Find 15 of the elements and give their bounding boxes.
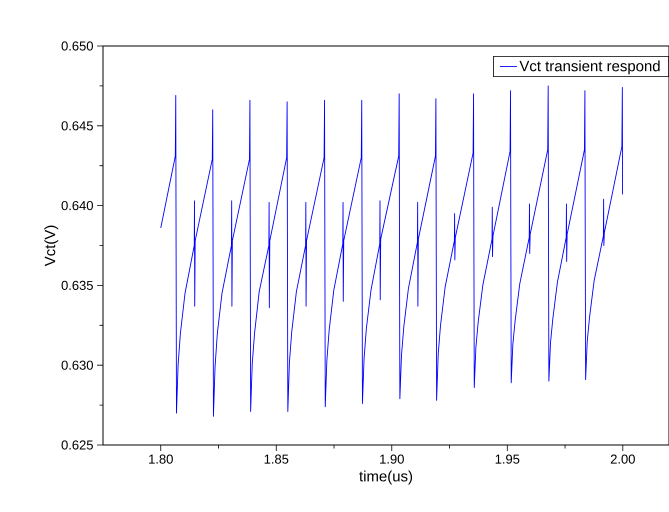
- line-series: [160, 85, 624, 417]
- x-tick-label: 2.00: [610, 454, 635, 464]
- y-tick-label: 0.625: [62, 440, 93, 450]
- y-tick-label: 0.635: [62, 280, 93, 290]
- y-axis-title: Vct(V): [44, 226, 58, 266]
- y-tick-label: 0.650: [62, 41, 93, 51]
- x-axis-title: time(us): [359, 470, 412, 484]
- x-tick-label: 1.95: [496, 454, 520, 464]
- y-tick-label: 0.640: [62, 201, 93, 210]
- x-tick-label: 1.80: [149, 454, 173, 464]
- y-tick-label: 0.645: [62, 121, 93, 130]
- legend-label: Vct transient respond: [519, 60, 660, 74]
- y-tick-label: 0.630: [62, 360, 93, 370]
- x-tick-label: 1.90: [380, 454, 404, 464]
- x-tick-label: 1.85: [264, 454, 288, 464]
